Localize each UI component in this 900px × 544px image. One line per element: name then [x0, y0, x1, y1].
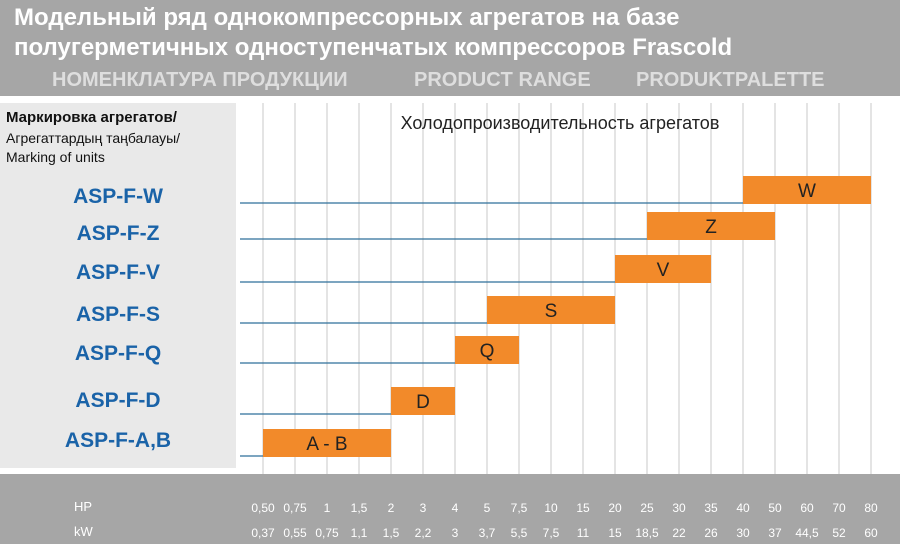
tick-label-hp: 50	[768, 501, 782, 515]
tick-label-hp: 25	[640, 501, 654, 515]
tick-label-kw: 15	[608, 526, 622, 540]
tick-labels: 0,50 0,75 1 1,5 2 3 4 5 7,5 10 15 20 25 30 35 40 50 60 70 8…	[251, 501, 878, 540]
unit-name-s: ASP-F-S	[76, 303, 160, 326]
tick-label-kw: 11	[577, 526, 590, 540]
unit-name-z: ASP-F-Z	[76, 222, 160, 245]
tick-label-kw: 30	[736, 526, 750, 540]
marking-label-kz: Агрегаттардың таңбалауы/	[6, 130, 181, 146]
unit-marking-panel: Маркировка агрегатов/ Агрегаттардың таңб…	[0, 103, 236, 468]
marking-label-ru: Маркировка агрегатов/	[6, 109, 177, 126]
marking-label-en: Marking of units	[6, 149, 105, 165]
subtitle-ru: НОМЕНКЛАТУРА ПРОДУКЦИИ	[52, 69, 348, 91]
header-banner: Модельный ряд однокомпрессорных агрегато…	[0, 0, 900, 96]
tick-label-hp: 0,50	[251, 501, 275, 515]
tick-label-hp: 20	[608, 501, 622, 515]
tick-label-hp: 1,5	[351, 501, 368, 515]
unit-name-d: ASP-F-D	[75, 389, 161, 412]
bar-label-d: D	[416, 392, 430, 413]
range-bar-w	[743, 176, 871, 204]
unit-name-v: ASP-F-V	[76, 261, 160, 284]
tick-label-kw: 0,55	[283, 526, 307, 540]
tick-label-kw: 7,5	[543, 526, 560, 540]
tick-label-kw: 0,75	[315, 526, 339, 540]
bars: W Z V S Q D A - B	[240, 176, 871, 457]
bar-label-ab: A - B	[306, 434, 347, 455]
tick-label-hp: 70	[832, 501, 846, 515]
chart-title: Холодопроизводительность агрегатов	[401, 113, 720, 133]
tick-label-kw: 52	[832, 526, 846, 540]
bar-label-w: W	[798, 181, 816, 202]
tick-label-hp: 5	[484, 501, 491, 515]
tick-label-kw: 3,7	[479, 526, 496, 540]
tick-label-kw: 2,2	[415, 526, 432, 540]
axis-title-kw: kW	[74, 524, 93, 539]
axis-footer: HP kW	[0, 474, 900, 544]
range-bar-s	[487, 296, 615, 324]
tick-label-hp: 1	[324, 501, 331, 515]
tick-label-kw: 44,5	[795, 526, 819, 540]
range-bar-z	[647, 212, 775, 240]
unit-name-ab: ASP-F-A,B	[64, 429, 172, 452]
tick-label-hp: 30	[672, 501, 686, 515]
unit-name-q: ASP-F-Q	[74, 342, 162, 365]
tick-label-hp: 4	[452, 501, 459, 515]
tick-label-kw: 26	[704, 526, 718, 540]
tick-label-kw: 5,5	[511, 526, 528, 540]
tick-label-kw: 22	[672, 526, 686, 540]
tick-label-kw: 60	[864, 526, 878, 540]
bar-label-v: V	[657, 260, 670, 281]
tick-label-hp: 80	[864, 501, 878, 515]
tick-label-kw: 1,1	[351, 526, 368, 540]
range-bar-q	[455, 336, 519, 364]
unit-name-w: ASP-F-W	[73, 185, 163, 208]
tick-label-hp: 35	[704, 501, 718, 515]
tick-label-kw: 37	[768, 526, 782, 540]
range-bar-v	[615, 255, 711, 283]
subtitle-de: PRODUKTPALETTE	[636, 69, 825, 91]
tick-label-hp: 15	[576, 501, 590, 515]
tick-label-hp: 7,5	[511, 501, 528, 515]
tick-label-hp: 0,75	[283, 501, 307, 515]
tick-label-kw: 1,5	[383, 526, 400, 540]
page-title-line1: Модельный ряд однокомпрессорных агрегато…	[14, 4, 680, 31]
subtitle-en: PRODUCT RANGE	[414, 69, 591, 91]
tick-label-hp: 3	[420, 501, 427, 515]
bar-label-q: Q	[480, 341, 495, 362]
tick-label-kw: 0,37	[251, 526, 275, 540]
axis-title-hp: HP	[74, 499, 93, 514]
tick-label-hp: 10	[544, 501, 558, 515]
tick-label-hp: 40	[736, 501, 750, 515]
page-title-line2: полугерметичных одноступенчатых компресс…	[14, 34, 733, 61]
bar-label-z: Z	[705, 217, 717, 238]
range-bar-ab	[263, 429, 391, 457]
tick-label-hp: 2	[388, 501, 395, 515]
tick-label-hp: 60	[800, 501, 814, 515]
bar-label-s: S	[545, 301, 558, 322]
range-bar-d	[391, 387, 455, 415]
tick-label-kw: 18,5	[635, 526, 659, 540]
tick-label-kw: 3	[452, 526, 459, 540]
grid-lines	[262, 103, 872, 474]
